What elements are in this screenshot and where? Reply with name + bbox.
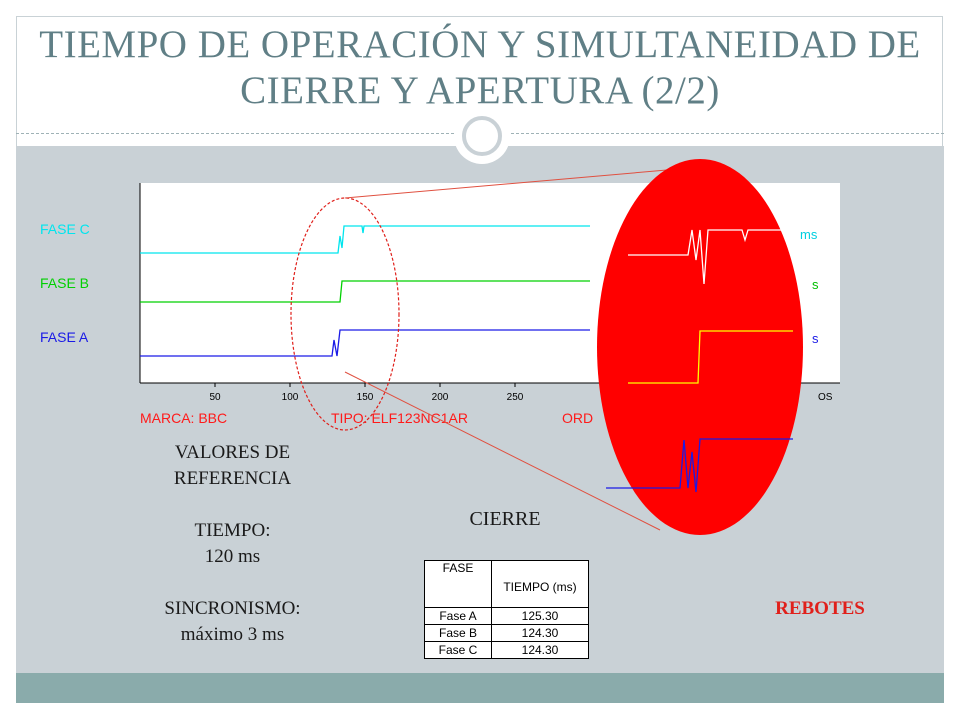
- x-tick-label: 50: [209, 392, 221, 403]
- slide-title: TIEMPO DE OPERACIÓN Y SIMULTANEIDAD DE C…: [16, 22, 944, 114]
- reference-sync-value: máximo 3 ms: [180, 624, 285, 645]
- series-line-fase-a: [140, 329, 590, 357]
- table-cell-fase: Fase C: [424, 641, 492, 659]
- reference-time-value: 120 ms: [204, 546, 261, 567]
- table-cell-tiempo: 124.30: [491, 624, 589, 642]
- table-cell-fase: Fase B: [424, 624, 492, 642]
- column-header-tiempo: TIEMPO (ms): [491, 560, 589, 608]
- chart-footer-ord: ORD: [562, 410, 593, 426]
- reference-time-label: TIEMPO:: [194, 520, 271, 541]
- closing-heading: CIERRE: [469, 508, 541, 530]
- zoom-trace-a: [606, 438, 793, 493]
- table-row: Fase A 125.30: [424, 607, 589, 625]
- zoom-trace-c: [628, 229, 793, 285]
- zoom-label-c: ms: [800, 227, 818, 242]
- x-tick-label: 150: [357, 392, 374, 403]
- reference-heading-line-2: REFERENCIA: [173, 468, 292, 489]
- series-line-fase-b: [140, 280, 590, 303]
- reference-values: VALORES DE REFERENCIA TIEMPO: 120 ms SIN…: [130, 440, 335, 648]
- series-label-fase-c: FASE C: [40, 221, 90, 237]
- series-label-fase-b: FASE B: [40, 275, 89, 291]
- decorative-ring-inner: [462, 116, 502, 156]
- reference-sync-label: SINCRONISMO:: [164, 598, 301, 619]
- table-header-row: FASE TIEMPO (ms): [424, 560, 589, 608]
- table-cell-tiempo: 124.30: [491, 641, 589, 659]
- rebotes-label: REBOTES: [775, 598, 865, 619]
- zoom-label-a: s: [812, 331, 819, 346]
- table-row: Fase B 124.30: [424, 624, 589, 642]
- x-tick-label: 100: [282, 392, 299, 403]
- zoom-connector-top: [344, 167, 691, 199]
- series-label-fase-a: FASE A: [40, 329, 89, 345]
- zoom-trace-b: [628, 330, 793, 384]
- zoom-traces: [606, 229, 793, 493]
- chart-footer-brand: MARCA: BBC: [140, 410, 227, 426]
- reference-spacer-2: [130, 570, 335, 596]
- column-header-fase: FASE: [424, 560, 492, 608]
- reference-spacer: [130, 492, 335, 518]
- closing-times-table: FASE TIEMPO (ms) Fase A 125.30 Fase B 12…: [424, 560, 589, 659]
- table-cell-fase: Fase A: [424, 607, 492, 625]
- title-line-2: CIERRE Y APERTURA (2/2): [240, 69, 720, 112]
- x-tick-label: 250: [507, 392, 524, 403]
- reference-heading-line-1: VALORES DE: [174, 442, 291, 463]
- table-row: Fase C 124.30: [424, 641, 589, 659]
- series-line-fase-c: [140, 225, 590, 254]
- footer-band: [16, 673, 944, 703]
- table-cell-tiempo: 125.30: [491, 607, 589, 625]
- zoom-label-axis: OS: [818, 392, 833, 403]
- zoom-connector-bottom: [344, 371, 661, 531]
- x-ticks: 50 100 150 200 250: [209, 383, 524, 403]
- title-line-1: TIEMPO DE OPERACIÓN Y SIMULTANEIDAD DE: [39, 23, 921, 66]
- zoom-label-b: s: [812, 277, 819, 292]
- highlight-ellipse: [290, 197, 400, 431]
- x-tick-label: 200: [432, 392, 449, 403]
